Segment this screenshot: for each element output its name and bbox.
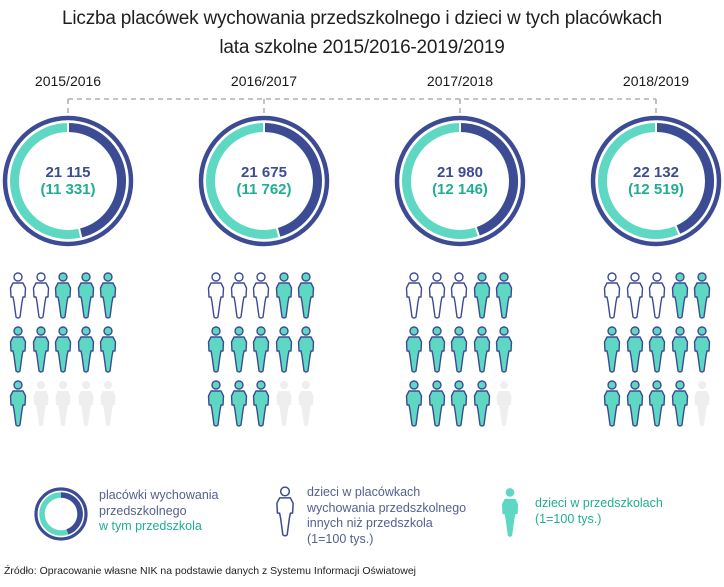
person-filled-icon	[206, 326, 226, 374]
person-placeholder-icon	[76, 380, 96, 428]
donut-ring-graphic	[394, 115, 526, 247]
person-outlined-icon	[404, 272, 424, 320]
person-outlined-icon	[427, 272, 447, 320]
person-placeholder-icon	[494, 380, 514, 428]
person-placeholder-icon	[296, 380, 316, 428]
person-filled-icon	[229, 380, 249, 428]
person-filled-icon	[647, 326, 667, 374]
person-filled-icon	[472, 272, 492, 320]
person-outlined-icon	[625, 272, 645, 320]
person-filled-icon	[427, 380, 447, 428]
person-filled-icon	[98, 326, 118, 374]
person-filled-icon	[449, 380, 469, 428]
person-outlined-icon	[602, 272, 622, 320]
person-outlined-icon	[8, 272, 28, 320]
person-filled-icon	[53, 326, 73, 374]
donut-ring-graphic	[2, 115, 134, 247]
person-filled-icon	[472, 326, 492, 374]
person-placeholder-icon	[53, 380, 73, 428]
legend-ring-label: placówki wychowania przedszkolnego w tym…	[99, 488, 219, 533]
person-filled-icon	[427, 326, 447, 374]
legend-filled-person-label: dzieci w przedszkolach (1=100 tys.)	[535, 496, 663, 526]
person-filled-icon	[31, 326, 51, 374]
person-outlined-icon	[251, 272, 271, 320]
donut-ring-graphic	[198, 115, 330, 247]
donut-2015-2016: 21 115 (11 331)	[1, 114, 135, 248]
timeline-connector	[67, 98, 657, 116]
preschools-count: (11 762)	[236, 181, 292, 198]
person-filled-icon	[296, 272, 316, 320]
donut-values: 21 115 (11 331)	[1, 164, 135, 198]
person-filled-icon	[602, 326, 622, 374]
person-filled-icon	[670, 380, 690, 428]
title-line-2: lata szkolne 2015/2016-2019/2019	[219, 37, 505, 58]
donut-2018-2019: 22 132 (12 519)	[589, 114, 723, 248]
person-filled-icon	[647, 380, 667, 428]
person-filled-icon	[472, 380, 492, 428]
year-label-2016-2017: 2016/2017	[230, 73, 298, 89]
source-note: Źródło: Opracowanie własne NIK na podsta…	[4, 565, 417, 577]
year-label-2018-2019: 2018/2019	[622, 73, 690, 89]
person-outlined-icon	[647, 272, 667, 320]
total-facilities: 21 980	[437, 164, 483, 181]
person-filled-icon	[229, 326, 249, 374]
person-filled-icon	[692, 272, 712, 320]
person-filled-icon	[449, 326, 469, 374]
person-filled-icon	[404, 326, 424, 374]
donut-ring-graphic	[590, 115, 722, 247]
person-filled-icon	[296, 326, 316, 374]
person-filled-icon	[251, 326, 271, 374]
person-filled-icon	[98, 272, 118, 320]
preschools-count: (11 331)	[40, 181, 96, 198]
person-filled-icon	[602, 380, 622, 428]
person-filled-icon	[76, 326, 96, 374]
donut-values: 22 132 (12 519)	[589, 164, 723, 198]
person-filled-icon	[76, 272, 96, 320]
person-outlined-icon	[229, 272, 249, 320]
preschools-count: (12 146)	[432, 181, 488, 198]
person-filled-icon	[625, 326, 645, 374]
total-facilities: 22 132	[633, 164, 679, 181]
person-placeholder-icon	[692, 380, 712, 428]
title-line-1: Liczba placówek wychowania przedszkolneg…	[62, 8, 662, 29]
person-filled-icon	[274, 272, 294, 320]
person-outlined-icon	[449, 272, 469, 320]
donut-2016-2017: 21 675 (11 762)	[197, 114, 331, 248]
person-filled-icon	[670, 272, 690, 320]
person-filled-icon	[670, 326, 690, 374]
person-outlined-icon	[206, 272, 226, 320]
donut-values: 21 980 (12 146)	[393, 164, 527, 198]
person-filled-icon	[404, 380, 424, 428]
person-filled-icon	[494, 326, 514, 374]
preschools-count: (12 519)	[628, 181, 684, 198]
legend-outlined-person-label: dzieci w placówkach wychowania przedszko…	[307, 485, 467, 546]
person-filled-icon	[494, 272, 514, 320]
legend-filled-person-icon	[499, 487, 521, 539]
total-facilities: 21 115	[45, 164, 91, 181]
person-filled-icon	[251, 380, 271, 428]
legend-ring-icon	[34, 487, 88, 541]
chart-title: Liczba placówek wychowania przedszkolneg…	[0, 4, 724, 62]
legend-outlined-person-icon	[274, 486, 296, 538]
donut-values: 21 675 (11 762)	[197, 164, 331, 198]
person-filled-icon	[53, 272, 73, 320]
person-filled-icon	[274, 326, 294, 374]
year-label-2017-2018: 2017/2018	[426, 73, 494, 89]
person-filled-icon	[692, 326, 712, 374]
person-placeholder-icon	[98, 380, 118, 428]
year-label-2015-2016: 2015/2016	[34, 73, 102, 89]
person-filled-icon	[8, 380, 28, 428]
person-placeholder-icon	[274, 380, 294, 428]
person-filled-icon	[206, 380, 226, 428]
donut-2017-2018: 21 980 (12 146)	[393, 114, 527, 248]
person-placeholder-icon	[31, 380, 51, 428]
person-filled-icon	[625, 380, 645, 428]
person-outlined-icon	[31, 272, 51, 320]
person-filled-icon	[8, 326, 28, 374]
total-facilities: 21 675	[241, 164, 287, 181]
